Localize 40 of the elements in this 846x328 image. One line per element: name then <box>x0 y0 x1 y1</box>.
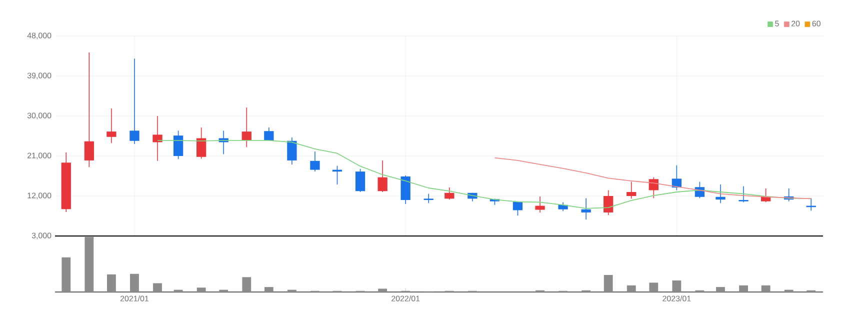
bar <box>153 283 162 292</box>
bar <box>604 274 613 292</box>
bar <box>649 282 658 292</box>
bar <box>106 274 116 292</box>
bar <box>130 274 139 292</box>
bar <box>672 280 682 292</box>
candlestick <box>444 187 454 200</box>
bar <box>761 285 770 292</box>
bar <box>196 288 206 292</box>
candlestick <box>535 196 545 213</box>
candlestick <box>152 116 162 162</box>
bar <box>739 285 748 292</box>
bar <box>716 287 725 292</box>
candlestick <box>84 52 94 168</box>
candlestick <box>672 164 682 191</box>
candlestick <box>173 130 184 160</box>
bar <box>84 237 94 292</box>
candlestick <box>378 160 388 192</box>
candlestick <box>626 181 636 200</box>
bar <box>378 288 388 292</box>
candlestick <box>106 108 116 144</box>
candlestick <box>264 127 274 142</box>
bar <box>264 287 274 292</box>
candlestick <box>242 107 252 148</box>
candlestick <box>310 151 320 172</box>
candlestick <box>648 176 658 199</box>
candlestick <box>716 184 726 204</box>
bar <box>242 277 252 292</box>
candlestick <box>581 198 591 220</box>
bar <box>626 285 636 292</box>
candlestick <box>604 190 614 216</box>
candlestick <box>424 193 434 204</box>
candlestick <box>287 136 297 165</box>
candlestick <box>512 200 523 216</box>
candlestick <box>130 58 140 144</box>
candlestick <box>400 175 410 204</box>
candlestick <box>738 186 748 203</box>
candlestick <box>355 168 366 192</box>
candlestick <box>196 127 206 160</box>
bar <box>62 257 71 292</box>
